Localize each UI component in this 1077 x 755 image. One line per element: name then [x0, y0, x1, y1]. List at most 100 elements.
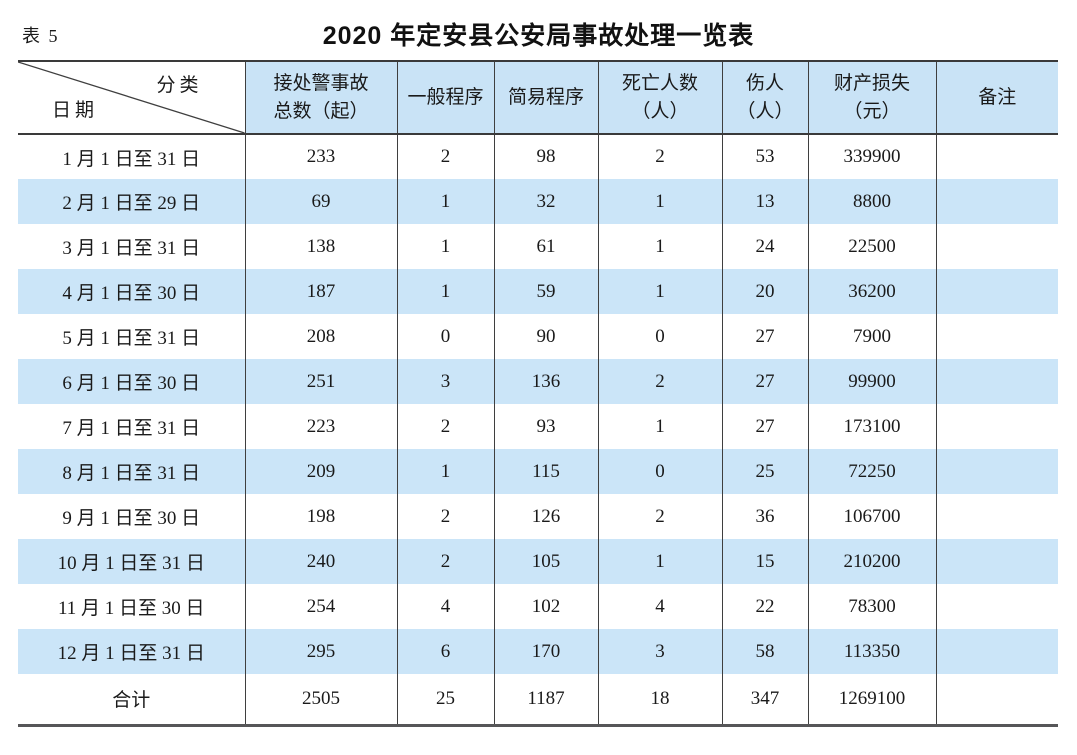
total-incidents-cell: 2505 [244, 674, 397, 725]
table-row: 5 月 1 日至 31 日 208 0 90 0 27 7900 [18, 314, 1058, 359]
general-procedure-cell: 0 [396, 314, 494, 359]
total-incidents-cell: 240 [244, 539, 397, 584]
table-row: 7 月 1 日至 31 日 223 2 93 1 27 173100 [18, 404, 1058, 449]
table-body: 1 月 1 日至 31 日 233 2 98 2 53 339900 2 月 1 日至 29 … [18, 134, 1058, 725]
deaths-cell: 4 [597, 584, 722, 629]
date-cell: 6 月 1 日至 30 日 [62, 373, 201, 394]
date-cell: 4 月 1 日至 30 日 [62, 283, 201, 304]
deaths-cell: 1 [597, 539, 722, 584]
total-incidents-cell: 187 [244, 269, 397, 314]
total-row: 合计 2505 25 1187 18 347 1269100 [18, 674, 1058, 725]
remarks-cell [935, 629, 1058, 674]
table-row: 10 月 1 日至 31 日 240 2 105 1 15 210200 [18, 539, 1058, 584]
simple-procedure-cell: 32 [493, 179, 598, 224]
table-label: 表 5 [22, 26, 60, 46]
property-loss-cell: 99900 [807, 359, 936, 404]
date-cell: 5 月 1 日至 31 日 [62, 328, 201, 349]
total-incidents-cell: 138 [244, 224, 397, 269]
general-procedure-cell: 4 [396, 584, 494, 629]
remarks-cell [935, 314, 1058, 359]
deaths-cell: 0 [597, 314, 722, 359]
total-incidents-cell: 209 [244, 449, 397, 494]
remarks-cell [935, 584, 1058, 629]
remarks-cell [935, 539, 1058, 584]
total-incidents-cell: 69 [244, 179, 397, 224]
remarks-cell [935, 404, 1058, 449]
property-loss-cell: 210200 [807, 539, 936, 584]
remarks-cell [935, 224, 1058, 269]
general-procedure-cell: 2 [396, 134, 494, 179]
deaths-cell: 18 [597, 674, 722, 725]
injuries-cell: 58 [721, 629, 808, 674]
simple-procedure-cell: 93 [493, 404, 598, 449]
date-cell: 11 月 1 日至 30 日 [57, 598, 205, 619]
table-header: 分类 日期 接处警事故 总数（起） 一般程序 简易程序 死亡人数 （人） 伤人 … [18, 61, 1058, 134]
date-cell: 10 月 1 日至 31 日 [57, 553, 205, 574]
injuries-cell: 27 [721, 404, 808, 449]
remarks-cell [935, 134, 1058, 179]
simple-procedure-cell: 1187 [493, 674, 598, 725]
header-row: 分类 日期 接处警事故 总数（起） 一般程序 简易程序 死亡人数 （人） 伤人 … [18, 61, 1058, 134]
date-cell: 1 月 1 日至 31 日 [62, 148, 201, 170]
remarks-cell [935, 359, 1058, 404]
table-row: 12 月 1 日至 31 日 295 6 170 3 58 113350 [18, 629, 1058, 674]
general-procedure-cell: 3 [396, 359, 494, 404]
date-cell: 3 月 1 日至 31 日 [62, 238, 201, 259]
column-header-injuries: 伤人 （人） [721, 61, 808, 134]
simple-procedure-cell: 105 [493, 539, 598, 584]
injuries-cell: 20 [721, 269, 808, 314]
general-procedure-cell: 25 [396, 674, 494, 725]
table-row: 11 月 1 日至 30 日 254 4 102 4 22 78300 [18, 584, 1058, 629]
column-header-property-loss: 财产损失 （元） [807, 61, 936, 134]
property-loss-cell: 72250 [807, 449, 936, 494]
table-row: 9 月 1 日至 30 日 198 2 126 2 36 106700 [18, 494, 1058, 539]
total-incidents-cell: 251 [244, 359, 397, 404]
general-procedure-cell: 2 [396, 404, 494, 449]
general-procedure-cell: 2 [396, 539, 494, 584]
total-label-cell: 合计 [112, 690, 151, 712]
injuries-cell: 347 [721, 674, 808, 725]
date-cell: 2 月 1 日至 29 日 [62, 193, 201, 214]
simple-procedure-cell: 90 [493, 314, 598, 359]
column-header-total-incidents: 接处警事故 总数（起） [244, 61, 397, 134]
remarks-cell [935, 179, 1058, 224]
column-header-remarks: 备注 [935, 61, 1058, 134]
total-incidents-cell: 198 [244, 494, 397, 539]
table-row: 2 月 1 日至 29 日 69 1 32 1 13 8800 [18, 179, 1058, 224]
simple-procedure-cell: 61 [493, 224, 598, 269]
simple-procedure-cell: 102 [493, 584, 598, 629]
property-loss-cell: 1269100 [807, 674, 936, 725]
injuries-cell: 15 [721, 539, 808, 584]
date-cell: 9 月 1 日至 30 日 [62, 508, 201, 529]
injuries-cell: 27 [721, 359, 808, 404]
simple-procedure-cell: 126 [493, 494, 598, 539]
table-row: 8 月 1 日至 31 日 209 1 115 0 25 72250 [18, 449, 1058, 494]
general-procedure-cell: 6 [396, 629, 494, 674]
deaths-cell: 2 [597, 359, 722, 404]
property-loss-cell: 36200 [807, 269, 936, 314]
page-title: 2020 年定安县公安局事故处理一览表 [322, 22, 755, 50]
date-cell: 7 月 1 日至 31 日 [62, 418, 201, 439]
total-incidents-cell: 223 [244, 404, 397, 449]
deaths-cell: 1 [597, 404, 722, 449]
injuries-cell: 13 [721, 179, 808, 224]
general-procedure-cell: 1 [396, 449, 494, 494]
property-loss-cell: 173100 [807, 404, 936, 449]
property-loss-cell: 113350 [807, 629, 936, 674]
deaths-cell: 2 [597, 494, 722, 539]
corner-cell: 分类 日期 [18, 61, 245, 134]
simple-procedure-cell: 170 [493, 629, 598, 674]
deaths-cell: 1 [597, 269, 722, 314]
property-loss-cell: 339900 [807, 134, 936, 179]
date-cell: 8 月 1 日至 31 日 [62, 463, 201, 484]
injuries-cell: 22 [721, 584, 808, 629]
simple-procedure-cell: 98 [493, 134, 598, 179]
total-incidents-cell: 233 [244, 134, 397, 179]
table-row: 6 月 1 日至 30 日 251 3 136 2 27 99900 [18, 359, 1058, 404]
remarks-cell [935, 269, 1058, 314]
table-row: 1 月 1 日至 31 日 233 2 98 2 53 339900 [18, 134, 1058, 179]
column-header-simple-procedure: 简易程序 [493, 61, 598, 134]
corner-label-category: 分类 [156, 75, 203, 96]
property-loss-cell: 8800 [807, 179, 936, 224]
